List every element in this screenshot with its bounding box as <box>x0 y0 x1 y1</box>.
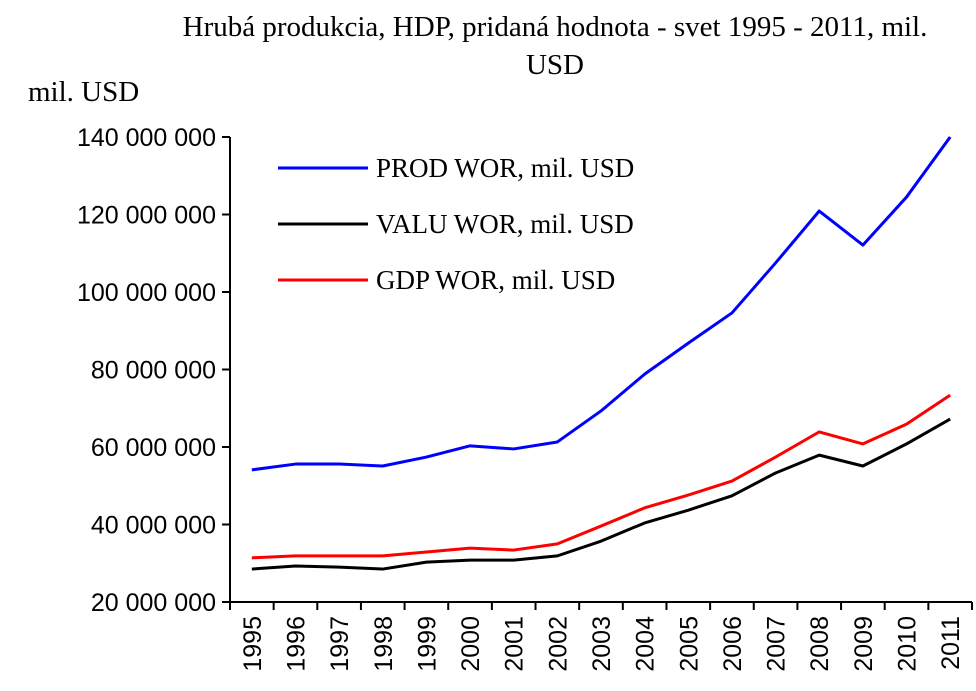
x-tick-label: 2001 <box>501 616 529 672</box>
x-tick-label: 1999 <box>413 616 441 672</box>
legend-label: GDP WOR, mil. USD <box>376 265 615 295</box>
x-tick-label: 2011 <box>937 616 965 670</box>
x-tick-label: 1997 <box>326 616 354 672</box>
x-tick-label: 2006 <box>719 616 747 672</box>
y-tick-label: 80 000 000 <box>91 357 216 385</box>
data-line <box>251 136 952 472</box>
x-tick-label: 2003 <box>588 616 616 672</box>
y-tick-label: 140 000 000 <box>77 124 216 152</box>
x-tick-label: 2009 <box>850 616 878 672</box>
y-tick-label: 40 000 000 <box>91 512 216 540</box>
x-tick-label: 2007 <box>763 616 791 672</box>
x-tick-label: 1998 <box>370 616 398 672</box>
x-tick-label: 2002 <box>544 616 572 672</box>
data-line <box>251 417 951 571</box>
data-line <box>251 393 952 560</box>
y-tick-label: 120 000 000 <box>77 202 216 230</box>
y-tick-label: 100 000 000 <box>77 279 216 307</box>
y-tick-label: 20 000 000 <box>91 589 216 617</box>
x-tick-label: 2000 <box>457 616 485 672</box>
x-tick-label: 2005 <box>675 616 703 672</box>
x-tick-label: 1996 <box>282 616 310 672</box>
x-tick-label: 1995 <box>239 616 267 672</box>
chart-title: Hrubá produkcia, HDP, pridaná hodnota - … <box>182 11 928 81</box>
x-tick-label: 2004 <box>632 616 660 672</box>
x-tick-label: 2008 <box>806 616 834 672</box>
y-axis-label: mil. USD <box>28 76 140 108</box>
legend-label: PROD WOR, mil. USD <box>376 153 634 183</box>
x-tick-label: 2010 <box>894 616 922 672</box>
y-tick-label: 60 000 000 <box>91 434 216 462</box>
legend-label: VALU WOR, mil. USD <box>376 209 634 239</box>
